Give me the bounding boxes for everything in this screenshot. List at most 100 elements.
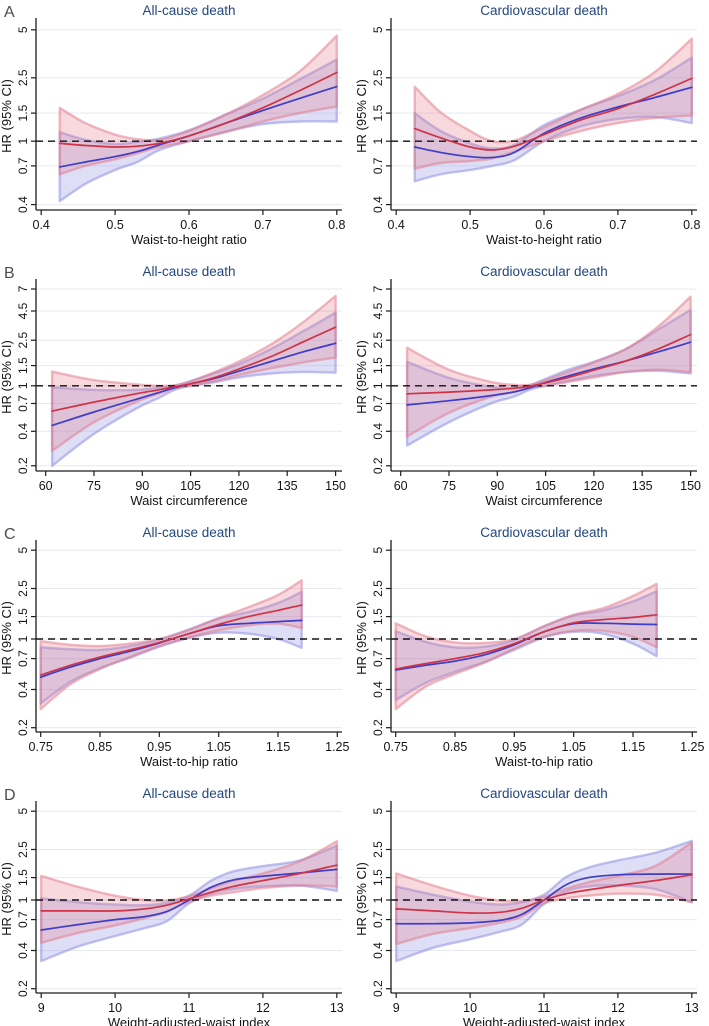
x-tick-label: 0.85 [442,740,466,754]
y-tick-label: 1.5 [370,357,384,374]
x-tick-label: 105 [535,479,556,493]
chart-1: 0.4 0.7 1 1.5 2.5 5 0.4 0.5 0.6 0.7 0.8 Cardiovascu… [354,3,701,247]
y-tick-label: 1.5 [16,357,30,374]
x-tick-label: 11 [537,1001,550,1015]
chart-0: 0.4 0.7 1 1.5 2.5 5 0.4 0.5 0.6 0.7 0.8 All-cause d… [0,3,346,247]
x-axis-label: Waist-to-hip ratio [140,754,238,769]
y-tick-label: 2.5 [16,841,30,858]
red-hr-line [58,71,338,148]
y-tick-label: 2.5 [16,69,30,86]
x-tick-label: 9 [392,1001,399,1015]
y-tick-label: 0.2 [371,980,385,997]
y-axis-label: HR (95% CI) [355,79,369,153]
y-tick-label: 4.5 [370,302,384,319]
x-axis-label: Waist-to-hip ratio [495,754,593,769]
red-ci-band [394,841,693,946]
y-tick-label: 0.4 [370,681,384,698]
y-axis-label: HR (95% CI) [0,340,14,414]
x-tick-label: 135 [631,479,652,493]
y-axis-label: HR (95% CI) [0,79,14,153]
x-tick-label: 120 [228,479,249,493]
x-tick-label: 11 [183,1001,196,1015]
y-tick-label: 0.4 [16,681,30,698]
y-tick-label: 5 [16,26,30,33]
chart-title: Cardiovascular death [480,3,608,18]
chart-title: All-cause death [142,525,235,540]
y-tick-label: 0.4 [371,423,385,440]
x-tick-label: 1.05 [207,740,231,754]
y-tick-label: 0.2 [371,719,385,736]
chart-7: 0.2 0.4 0.7 1 1.5 2.5 5 9 10 11 12 13 Cardiovascular… [354,786,699,1026]
y-tick-label: 1 [16,138,30,145]
chart-title: All-cause death [142,264,235,279]
x-axis-label: Waist circumference [130,493,247,508]
y-tick-label: 0.2 [370,457,384,474]
chart-2: 0.2 0.4 0.7 1 1.5 2.5 4.5 7 60 75 90 105 120 135 150 Al… [0,264,346,508]
x-tick-label: 0.95 [147,740,171,754]
y-tick-label: 2.5 [370,580,384,597]
y-tick-label: 1.5 [16,104,30,121]
x-tick-label: 90 [490,479,504,493]
x-tick-label: 1.15 [266,740,290,754]
y-axis-label: HR (95% CI) [355,601,369,675]
x-axis-label: Weight-adjusted-waist index [462,1015,625,1026]
blue-ci-band [50,311,337,467]
y-tick-label: 1 [16,382,30,389]
x-tick-label: 0.5 [461,218,478,232]
red-hr-line [39,604,303,676]
y-tick-label: 0.4 [370,942,384,959]
x-tick-label: 0.8 [683,218,700,232]
x-tick-label: 105 [180,479,201,493]
y-tick-label: 1 [370,635,384,642]
x-tick-label: 60 [39,479,53,493]
x-tick-label: 10 [108,1001,122,1015]
y-tick-label: 2.5 [370,332,384,349]
y-tick-label: 0.4 [371,196,385,213]
x-axis-label: Weight-adjusted-waist index [108,1015,271,1026]
y-tick-label: 1.5 [16,869,30,886]
chart-3: 0.2 0.4 0.7 1 1.5 2.5 4.5 7 60 75 90 105 120 135 150 Ca… [354,264,701,508]
chart-title: Cardiovascular death [480,525,608,540]
x-tick-label: 1.05 [561,740,585,754]
y-tick-label: 0.7 [370,157,384,174]
y-axis-label: HR (95% CI) [0,601,14,675]
x-tick-label: 1.25 [325,740,349,754]
x-tick-label: 150 [680,479,701,493]
y-tick-label: 5 [371,26,385,33]
panel-D-all-cause-death: 0.2 0.4 0.7 1 1.5 2.5 5 9 10 11 12 13 All-cause deat… [0,783,355,1026]
y-tick-label: 0.2 [16,719,30,736]
x-tick-label: 135 [277,479,298,493]
red-hr-line [405,333,691,395]
x-tick-label: 1.15 [620,740,644,754]
x-axis-label: Waist-to-height ratio [131,232,247,247]
x-tick-label: 150 [325,479,346,493]
red-ci-band [58,34,338,176]
panel-letter-D: D [4,787,16,804]
y-tick-label: 0.7 [16,157,30,174]
y-tick-label: 1 [371,138,385,145]
y-tick-label: 5 [16,547,30,554]
chart-title: All-cause death [142,786,235,801]
chart-title: Cardiovascular death [480,264,608,279]
red-hr-line [394,613,658,670]
x-tick-label: 75 [442,479,456,493]
red-ci-band [413,37,693,171]
x-axis-label: Waist circumference [485,493,602,508]
x-tick-label: 0.6 [535,218,552,232]
red-hr-line [413,77,693,151]
y-tick-label: 7 [371,285,385,292]
y-tick-label: 2.5 [371,69,385,86]
y-tick-label: 1.5 [371,869,385,886]
panel-A-all-cause-death: 0.4 0.7 1 1.5 2.5 5 0.4 0.5 0.6 0.7 0.8 All-cause d… [0,0,355,261]
y-tick-label: 1.5 [16,608,30,625]
y-tick-label: 0.7 [16,395,30,412]
red-ci-band [394,582,658,711]
x-tick-label: 1.25 [680,740,704,754]
chart-5: 0.2 0.4 0.7 1 1.5 2.5 5 0.75 0.85 0.95 1.05 1.15 1.2… [354,525,705,769]
panel-A-right-cardiovascular-death: 0.4 0.7 1 1.5 2.5 5 0.4 0.5 0.6 0.7 0.8 Cardiovascu… [354,0,709,261]
y-tick-label: 1.5 [371,104,385,121]
y-tick-label: 2.5 [370,841,384,858]
red-ci-band [40,840,338,944]
y-tick-label: 5 [371,547,385,554]
